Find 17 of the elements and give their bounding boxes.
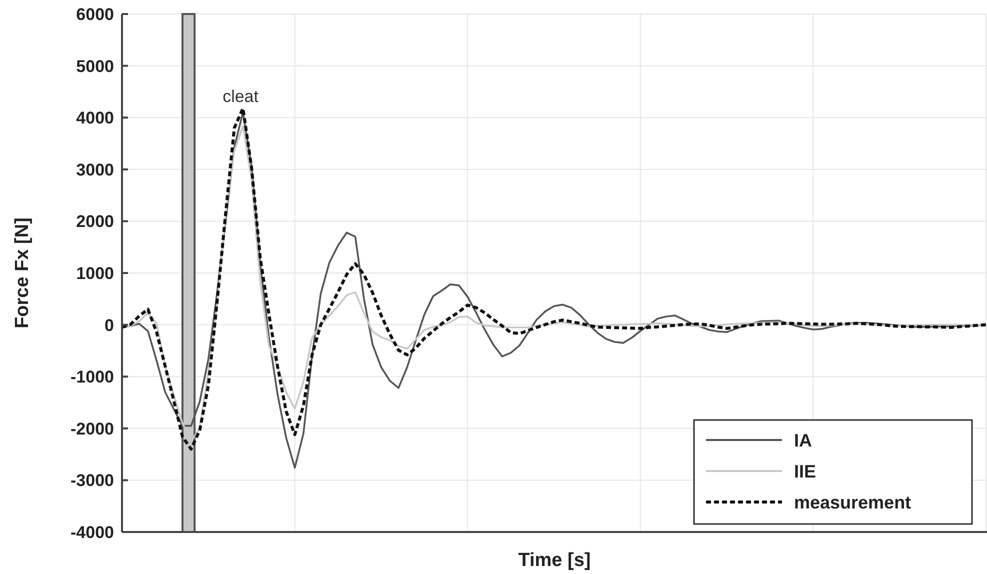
legend-label: IA	[794, 430, 812, 450]
legend-label: measurement	[794, 492, 912, 512]
y-tick-label: -4000	[70, 522, 114, 542]
y-tick-label: 6000	[76, 4, 114, 24]
y-tick-label: 1000	[76, 264, 114, 283]
annotation: cleat	[222, 87, 259, 106]
y-tick-label: 0	[104, 316, 114, 335]
y-axis-title: Force Fx [N]	[12, 218, 33, 328]
y-tick-label: -1000	[70, 368, 114, 387]
y-tick-label: -2000	[70, 419, 114, 438]
y-tick-label: 5000	[76, 56, 114, 76]
x-axis-title: Time [s]	[518, 550, 591, 571]
y-tick-label: 3000	[76, 160, 114, 180]
y-tick-label: 4000	[76, 108, 114, 128]
legend-label: IIE	[794, 461, 816, 482]
y-tick-label: 2000	[76, 212, 114, 232]
y-tick-label: -3000	[70, 471, 114, 490]
